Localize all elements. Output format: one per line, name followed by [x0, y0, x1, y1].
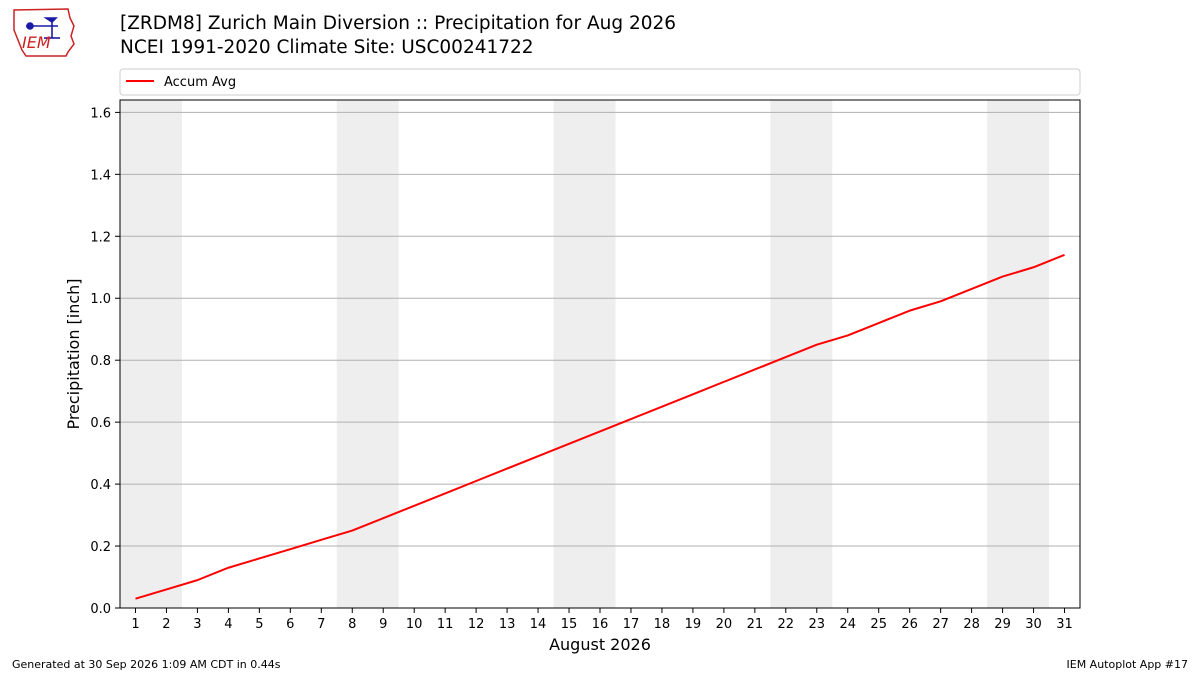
- weekend-bands: [120, 100, 1050, 608]
- iowa-state-outline: [13, 8, 75, 57]
- x-tick-label: 8: [348, 617, 356, 632]
- iem-logo-text: IEM: [22, 33, 51, 52]
- y-tick-label: 1.0: [90, 292, 111, 307]
- x-tick-label: 19: [685, 617, 702, 632]
- x-tick-label: 23: [809, 617, 826, 632]
- x-tick-label: 27: [932, 617, 949, 632]
- x-tick-label: 30: [1025, 617, 1042, 632]
- weekend-band: [553, 100, 616, 608]
- x-tick-label: 17: [623, 617, 640, 632]
- x-tick-label: 5: [255, 617, 263, 632]
- x-tick-label: 29: [994, 617, 1011, 632]
- y-tick-label: 1.6: [90, 106, 111, 121]
- legend-label: Accum Avg: [164, 75, 236, 90]
- x-tick-label: 12: [468, 617, 485, 632]
- x-tick-label: 1: [131, 617, 139, 632]
- chart-subtitle: NCEI 1991-2020 Climate Site: USC00241722: [120, 37, 534, 58]
- weekend-band: [770, 100, 833, 608]
- chart-title: [ZRDM8] Zurich Main Diversion :: Precipi…: [120, 13, 677, 34]
- iem-logo: IEM: [13, 8, 75, 57]
- y-tick-label: 0.4: [90, 478, 111, 493]
- generated-timestamp: Generated at 30 Sep 2026 1:09 AM CDT in …: [12, 658, 281, 671]
- legend-box: [119, 68, 1081, 96]
- y-tick-label: 0.6: [90, 416, 111, 431]
- x-tick-label: 10: [406, 617, 423, 632]
- x-tick-label: 22: [778, 617, 795, 632]
- x-tick-label: 7: [317, 617, 325, 632]
- x-tick-label: 4: [224, 617, 232, 632]
- x-tick-label: 6: [286, 617, 294, 632]
- x-tick-label: 13: [499, 617, 516, 632]
- x-tick-label: 21: [747, 617, 764, 632]
- series-layer: [135, 253, 1065, 600]
- weekend-band: [987, 100, 1050, 608]
- x-tick-label: 25: [870, 617, 887, 632]
- x-tick-label: 20: [716, 617, 733, 632]
- app-label: IEM Autoplot App #17: [1066, 658, 1189, 671]
- weekend-band: [120, 100, 182, 608]
- x-tick-label: 9: [379, 617, 387, 632]
- y-tick-label: 1.4: [90, 168, 111, 183]
- x-tick-label: 15: [561, 617, 578, 632]
- y-axis-ticks: 0.0 0.2 0.4 0.6 0.8 1.0 1.2 1.4 1.6: [90, 106, 120, 617]
- y-tick-label: 1.2: [90, 230, 111, 245]
- weather-station-icon: [26, 17, 60, 39]
- x-tick-label: 14: [530, 617, 547, 632]
- x-tick-label: 31: [1056, 617, 1073, 632]
- x-tick-label: 28: [963, 617, 980, 632]
- y-tick-label: 0.2: [90, 540, 111, 555]
- x-tick-label: 3: [193, 617, 201, 632]
- series-line-accum-avg: [135, 253, 1065, 600]
- x-tick-label: 11: [437, 617, 454, 632]
- x-tick-label: 2: [162, 617, 170, 632]
- x-axis-label: August 2026: [549, 635, 651, 654]
- y-tick-label: 0.8: [90, 354, 111, 369]
- x-tick-label: 26: [901, 617, 918, 632]
- x-tick-label: 16: [592, 617, 609, 632]
- x-axis-ticks: 1 2 3 4 5 6 7 8 9 10 11 12 13 14 15 16 17 18 19 20 21 22 23 24 2…: [131, 608, 1073, 632]
- y-tick-label: 0.0: [90, 602, 111, 617]
- x-tick-label: 24: [839, 617, 856, 632]
- y-axis-label: Precipitation [inch]: [64, 278, 83, 429]
- x-tick-label: 18: [654, 617, 671, 632]
- legend: Accum Avg: [119, 68, 1081, 96]
